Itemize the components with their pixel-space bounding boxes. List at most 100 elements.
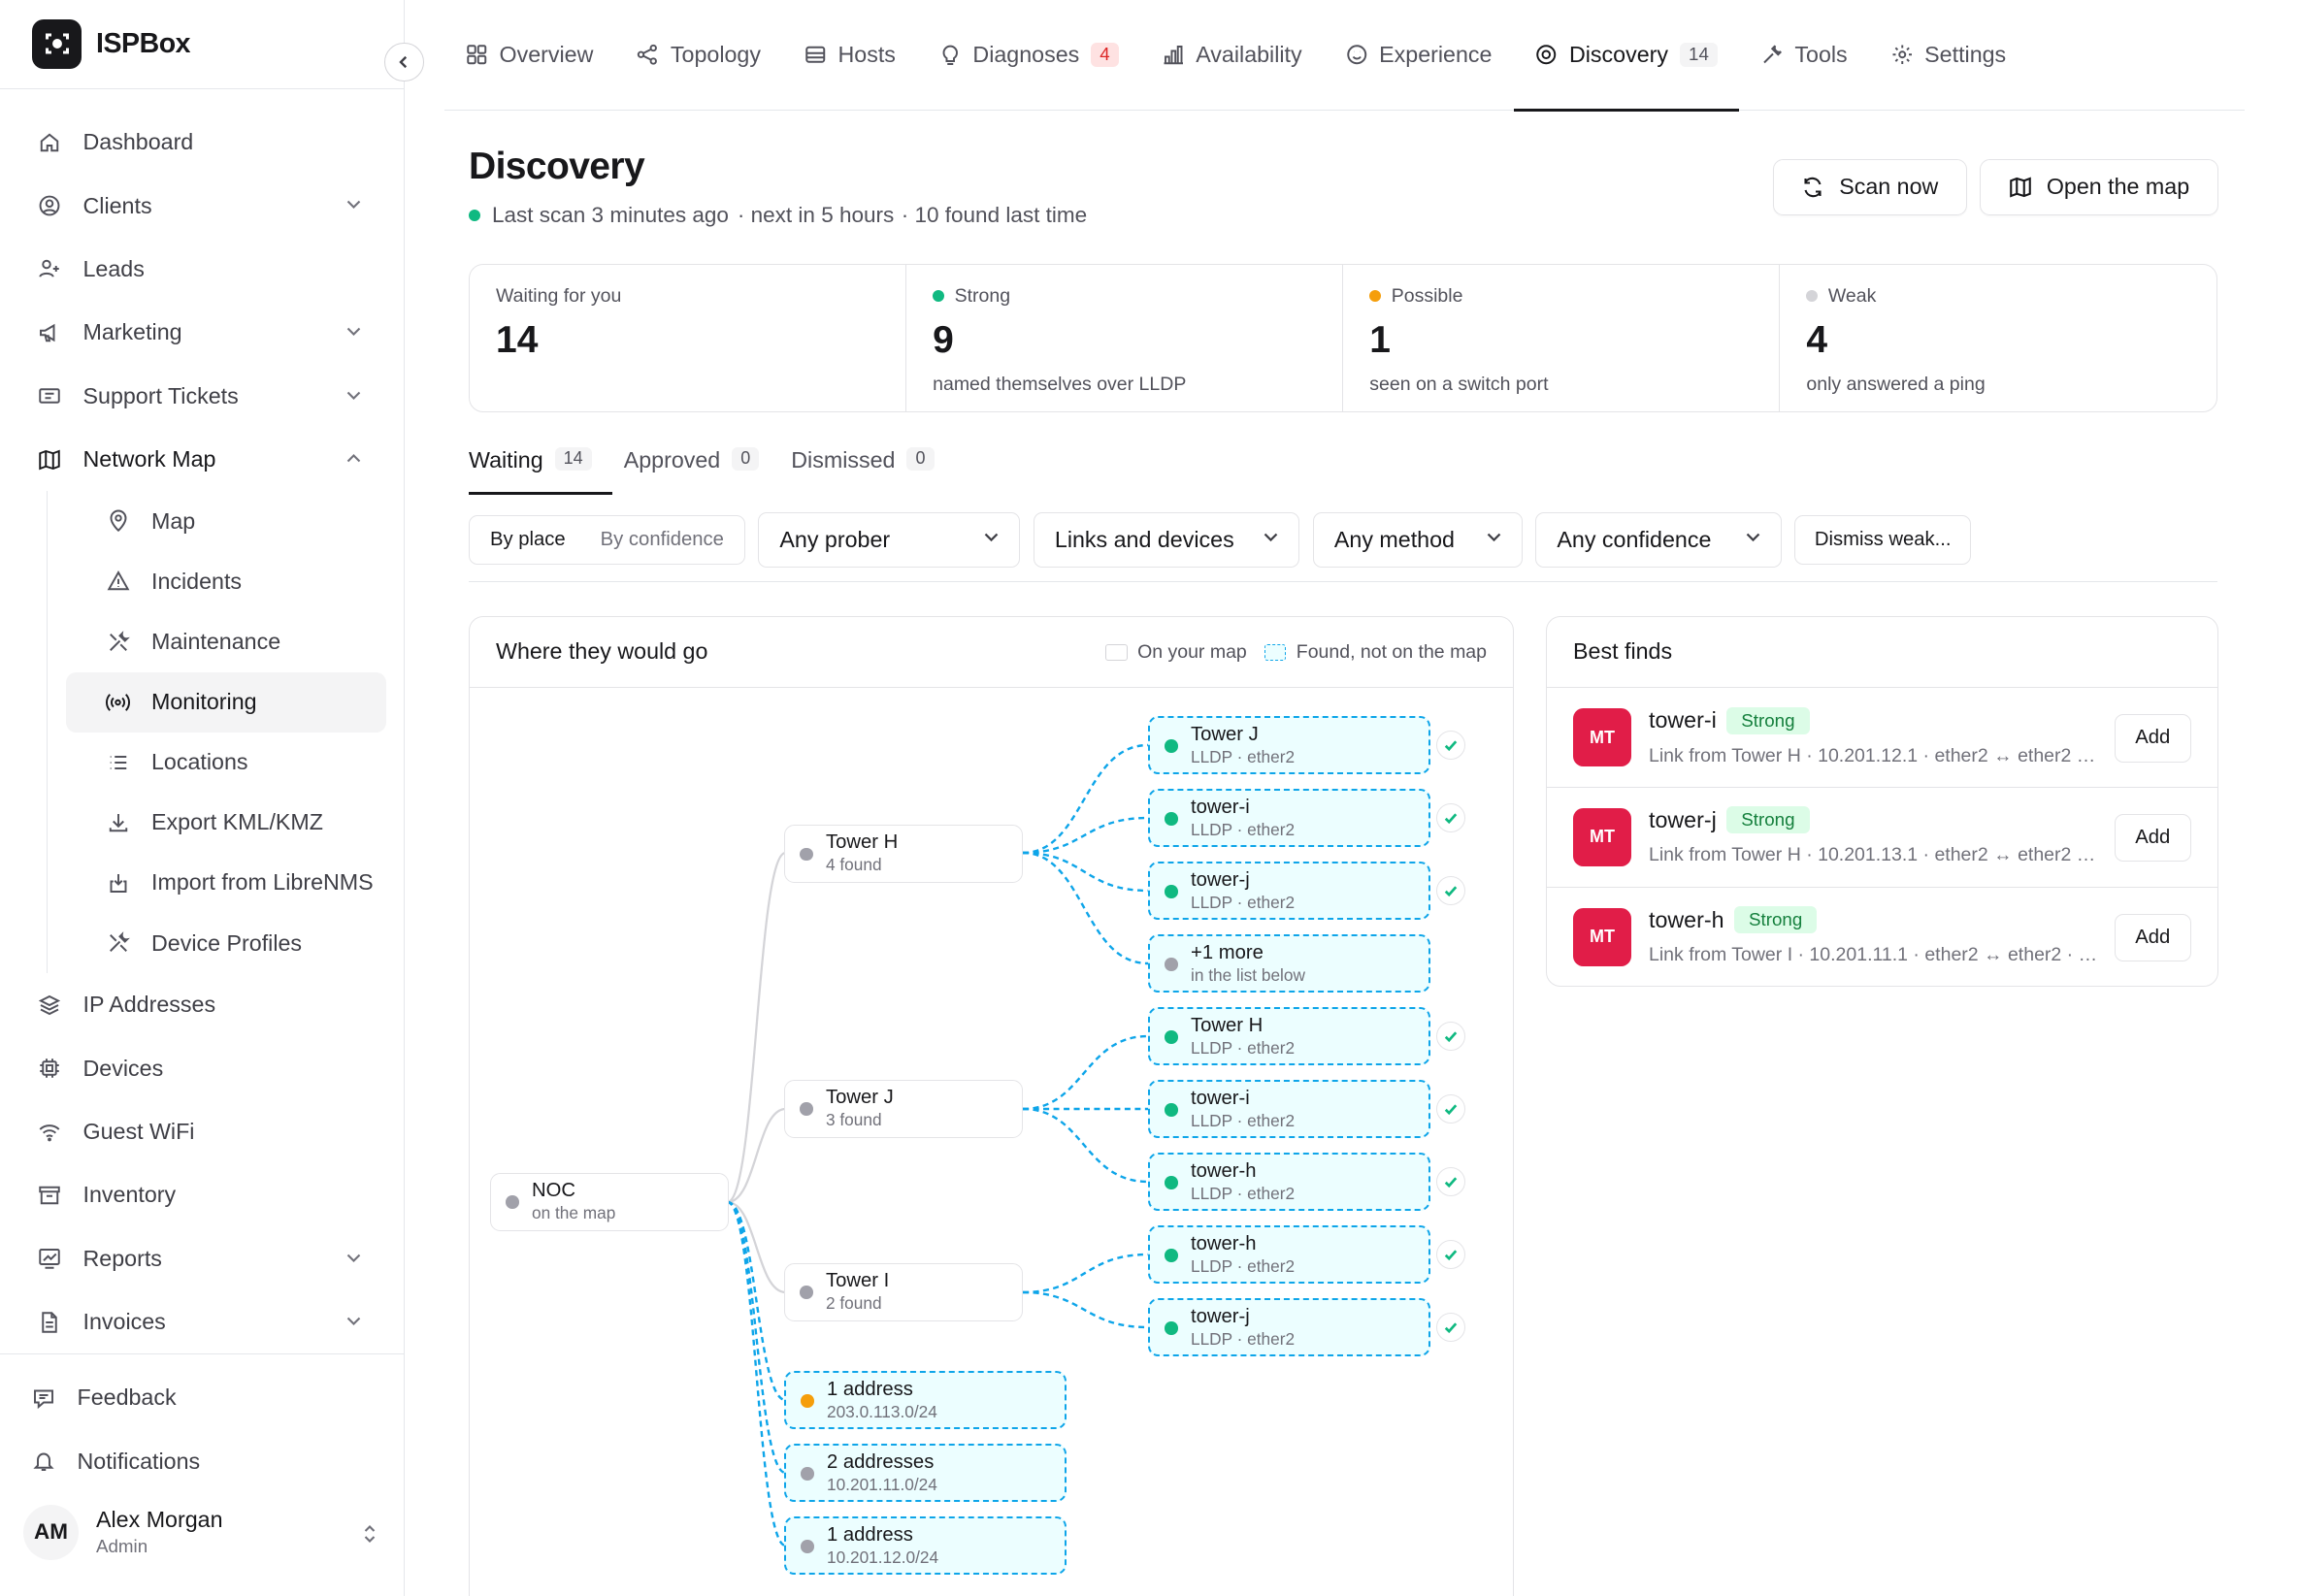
sidebar-item-support-tickets[interactable]: Support Tickets — [0, 365, 405, 428]
prober-select[interactable]: Any prober — [758, 512, 1021, 568]
sidebar-item-label: Inventory — [82, 1182, 177, 1208]
found-node[interactable]: tower-j LLDP · ether2 — [1148, 861, 1430, 920]
tab-availability[interactable]: Availability — [1140, 0, 1324, 110]
confidence-badge: Strong — [1726, 706, 1810, 734]
subtab-approved[interactable]: Approved 0 — [624, 437, 760, 495]
stat-label: Weak — [1827, 284, 1877, 307]
bell-icon — [31, 1449, 57, 1475]
sidebar-subitem-maintenance[interactable]: Maintenance — [66, 612, 386, 672]
node-sub: LLDP · ether2 — [1191, 892, 1296, 912]
check-icon[interactable] — [1436, 1239, 1465, 1269]
noc-node[interactable]: NOC on the map — [490, 1172, 729, 1231]
dismiss-weak-button[interactable]: Dismiss weak... — [1794, 515, 1972, 565]
best-find-row[interactable]: MT tower-i Strong Link from Tower H · 10.… — [1547, 688, 2217, 788]
subtab-waiting[interactable]: Waiting 14 — [469, 437, 613, 495]
sidebar-item-inventory[interactable]: Inventory — [0, 1163, 405, 1226]
add-button[interactable]: Add — [2114, 913, 2191, 961]
collapse-sidebar-button[interactable] — [384, 42, 424, 81]
address-group-node[interactable]: 1 address 10.201.12.0/24 — [784, 1515, 1067, 1575]
tower-h-node[interactable]: Tower H 4 found — [784, 825, 1023, 883]
sidebar-subitem-locations[interactable]: Locations — [66, 733, 386, 793]
sidebar-subitem-device-profiles[interactable]: Device Profiles — [66, 913, 386, 973]
check-icon[interactable] — [1436, 875, 1465, 905]
node-title: Tower J — [1191, 723, 1259, 745]
sidebar-item-network-map[interactable]: Network Map — [0, 428, 405, 491]
sidebar-subitem-import-librenms[interactable]: Import from LibreNMS — [66, 853, 386, 913]
megaphone-icon — [37, 319, 63, 345]
scan-now-button[interactable]: Scan now — [1773, 158, 1967, 215]
stat-label: Strong — [954, 284, 1011, 307]
tab-topology[interactable]: Topology — [615, 0, 783, 110]
sidebar-subitem-monitoring[interactable]: Monitoring — [65, 671, 386, 733]
found-node[interactable]: tower-h LLDP · ether2 — [1148, 1152, 1430, 1211]
sidebar-item-devices[interactable]: Devices — [0, 1036, 405, 1099]
sidebar-subitem-export-kml[interactable]: Export KML/KMZ — [66, 793, 386, 853]
check-icon[interactable] — [1436, 802, 1465, 832]
links-select[interactable]: Links and devices — [1033, 512, 1300, 568]
address-group-node[interactable]: 1 address 203.0.113.0/24 — [784, 1370, 1067, 1429]
found-node[interactable]: Tower J LLDP · ether2 — [1148, 715, 1430, 774]
tab-label: Discovery — [1568, 41, 1669, 67]
sidebar-item-ip-addresses[interactable]: IP Addresses — [0, 973, 405, 1036]
check-icon[interactable] — [1436, 1166, 1465, 1196]
group-by-confidence-button[interactable]: By confidence — [600, 529, 724, 550]
warning-icon — [105, 569, 131, 595]
method-select[interactable]: Any method — [1312, 512, 1523, 568]
tab-tools[interactable]: Tools — [1739, 0, 1869, 110]
notifications-link[interactable]: Notifications — [0, 1429, 405, 1492]
sidebar-item-label: Maintenance — [151, 629, 281, 655]
sidebar-item-invoices[interactable]: Invoices — [0, 1290, 405, 1353]
confidence-select[interactable]: Any confidence — [1535, 512, 1782, 568]
subtab-count: 0 — [906, 446, 935, 471]
found-node[interactable]: tower-i LLDP · ether2 — [1148, 788, 1430, 847]
sidebar-subitem-incidents[interactable]: Incidents — [66, 551, 386, 611]
sidebar-item-label: Reports — [82, 1245, 162, 1271]
best-find-row[interactable]: MT tower-j Strong Link from Tower H · 10.… — [1547, 788, 2217, 888]
pin-icon — [105, 508, 131, 535]
status-dot — [469, 209, 480, 221]
feedback-link[interactable]: Feedback — [0, 1366, 405, 1429]
more-node[interactable]: +1 more in the list below — [1148, 933, 1430, 993]
found-node[interactable]: Tower H LLDP · ether2 — [1148, 1006, 1430, 1065]
tab-settings[interactable]: Settings — [1869, 0, 2028, 110]
sidebar-subitem-map[interactable]: Map — [66, 491, 386, 551]
user-menu[interactable]: AM Alex Morgan Admin — [0, 1493, 405, 1572]
found-node[interactable]: tower-h LLDP · ether2 — [1148, 1224, 1430, 1284]
best-find-row[interactable]: MT tower-h Strong Link from Tower I · 10.… — [1547, 888, 2217, 986]
tools-icon — [105, 930, 131, 957]
check-icon[interactable] — [1436, 730, 1465, 760]
add-button[interactable]: Add — [2114, 714, 2191, 763]
sidebar-item-guest-wifi[interactable]: Guest WiFi — [0, 1100, 405, 1163]
tab-diagnoses[interactable]: Diagnoses 4 — [917, 0, 1140, 110]
address-group-node[interactable]: 2 addresses 10.201.11.0/24 — [784, 1443, 1067, 1502]
tab-discovery[interactable]: Discovery 14 — [1513, 0, 1740, 112]
check-icon[interactable] — [1436, 1093, 1465, 1124]
import-icon — [105, 869, 131, 896]
download-icon — [105, 809, 131, 835]
sidebar-item-reports[interactable]: Reports — [0, 1227, 405, 1290]
sidebar-item-marketing[interactable]: Marketing — [0, 301, 405, 364]
sidebar-item-dashboard[interactable]: Dashboard — [0, 111, 405, 174]
sidebar-item-label: Export KML/KMZ — [151, 809, 323, 835]
stat-label: Possible — [1391, 284, 1463, 307]
sidebar-item-leads[interactable]: Leads — [0, 238, 405, 301]
open-map-button[interactable]: Open the map — [1980, 158, 2218, 215]
check-icon[interactable] — [1436, 1312, 1465, 1342]
found-node[interactable]: tower-j LLDP · ether2 — [1148, 1297, 1430, 1356]
chart-icon — [37, 1246, 63, 1272]
wifi-icon — [37, 1119, 63, 1145]
tab-experience[interactable]: Experience — [1324, 0, 1514, 110]
sidebar-item-clients[interactable]: Clients — [0, 174, 405, 237]
subtab-dismissed[interactable]: Dismissed 0 — [791, 437, 935, 495]
node-sub: 10.201.11.0/24 — [827, 1474, 937, 1494]
add-button[interactable]: Add — [2114, 813, 2191, 863]
user-role: Admin — [96, 1536, 148, 1557]
found-node[interactable]: tower-i LLDP · ether2 — [1148, 1079, 1430, 1138]
check-icon[interactable] — [1436, 1021, 1465, 1051]
group-by-place-button[interactable]: By place — [473, 519, 583, 561]
status-dot — [800, 847, 813, 861]
tab-hosts[interactable]: Hosts — [782, 0, 917, 110]
tab-overview[interactable]: Overview — [444, 0, 615, 110]
